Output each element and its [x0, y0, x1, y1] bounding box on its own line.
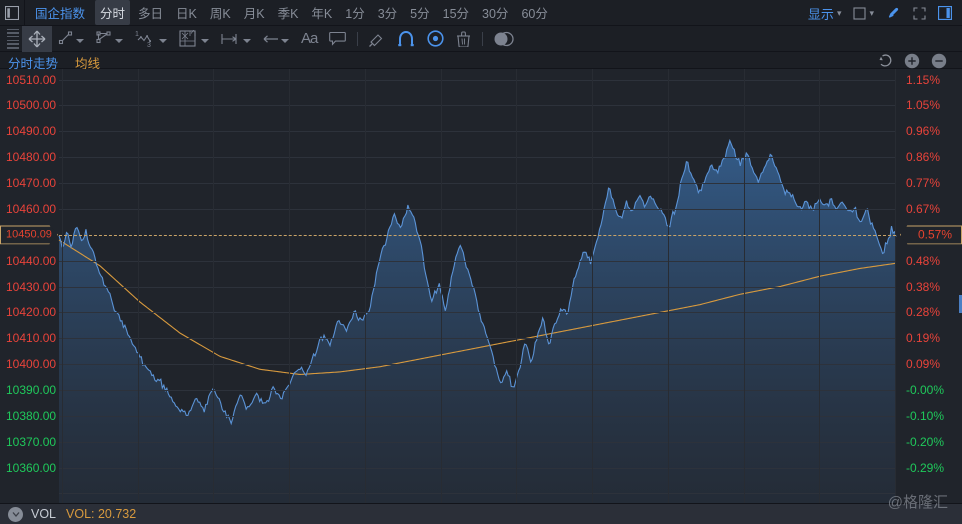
svg-text:1: 1	[135, 31, 139, 38]
svg-text:3: 3	[147, 42, 151, 47]
